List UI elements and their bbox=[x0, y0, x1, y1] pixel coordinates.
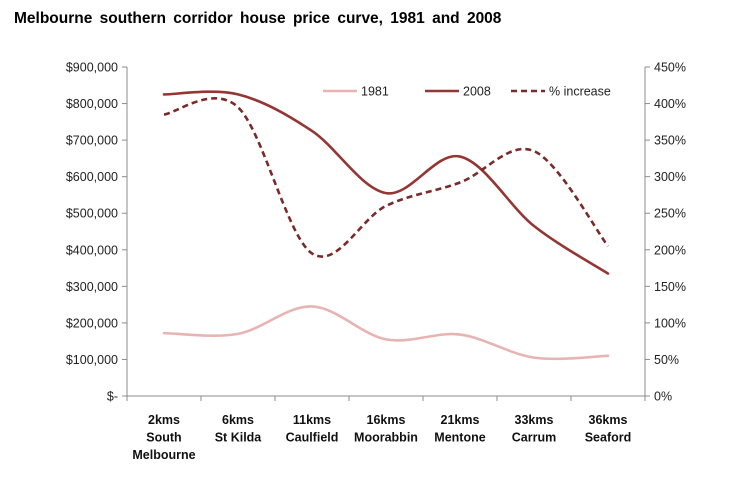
y-left-tick-label: $900,000 bbox=[66, 61, 118, 75]
y-right-tick-label: 150% bbox=[654, 280, 686, 294]
y-left-tick-label: $300,000 bbox=[66, 280, 118, 294]
x-category-label-line: 11kms bbox=[293, 413, 331, 427]
y-right-tick-label: 0% bbox=[654, 390, 672, 404]
chart-title: Melbourne southern corridor house price … bbox=[14, 10, 502, 27]
x-category-label: 16kms Moorabbin bbox=[354, 413, 418, 445]
y-right-tick-label: 50% bbox=[654, 353, 679, 367]
y-right-tick-label: 350% bbox=[654, 134, 686, 148]
y-left-tick-label: $400,000 bbox=[66, 243, 118, 257]
x-category-label-line: 6kms bbox=[222, 413, 254, 427]
series-line-1981 bbox=[162, 305, 610, 361]
x-category-label-line: Seaford bbox=[585, 431, 632, 445]
y-right-tick-label: 100% bbox=[654, 316, 686, 330]
y-right-tick-label: 300% bbox=[654, 170, 686, 184]
y-left-tick-label: $500,000 bbox=[66, 207, 118, 221]
y-right-tick-label: 400% bbox=[654, 97, 686, 111]
y-left-tick-label: $800,000 bbox=[66, 97, 118, 111]
x-category-label: 6kms St Kilda bbox=[215, 413, 263, 445]
x-category-label-line: 33kms bbox=[515, 413, 554, 427]
x-category-label: 11kms Caulfield bbox=[286, 413, 339, 445]
x-category-label: 33kms Carrum bbox=[512, 413, 556, 445]
x-category-label-line: 36kms bbox=[589, 413, 628, 427]
x-category-label-line: 21kms bbox=[441, 413, 480, 427]
x-category-label: 2kms South Melbourne bbox=[132, 413, 195, 462]
x-category-label-line: 2kms bbox=[148, 413, 180, 427]
y-right-tick-label: 450% bbox=[654, 61, 686, 75]
x-category-label-line: South bbox=[146, 431, 181, 445]
x-category-label-line: Mentone bbox=[434, 431, 485, 445]
y-left-tick-label: $100,000 bbox=[66, 353, 118, 367]
legend-label-increase: % increase bbox=[549, 85, 611, 99]
x-category-label-line: St Kilda bbox=[215, 431, 263, 445]
x-category-label-line: Carrum bbox=[512, 431, 556, 445]
series-line-2008 bbox=[162, 90, 610, 275]
y-left-tick-label: $700,000 bbox=[66, 134, 118, 148]
x-category-label: 36kms Seaford bbox=[585, 413, 632, 445]
y-left-tick-label: $- bbox=[107, 390, 118, 404]
x-category-label-line: 16kms bbox=[367, 413, 406, 427]
x-category-label-line: Caulfield bbox=[286, 431, 339, 445]
y-left-tick-label: $600,000 bbox=[66, 170, 118, 184]
y-right-tick-label: 250% bbox=[654, 207, 686, 221]
legend-label-1981: 1981 bbox=[361, 85, 389, 99]
x-category-label: 21kms Mentone bbox=[434, 413, 485, 445]
y-left-tick-label: $200,000 bbox=[66, 316, 118, 330]
legend-label-2008: 2008 bbox=[463, 85, 491, 99]
y-right-tick-label: 200% bbox=[654, 243, 686, 257]
x-category-label-line: Moorabbin bbox=[354, 431, 418, 445]
x-category-label-line: Melbourne bbox=[132, 448, 195, 462]
